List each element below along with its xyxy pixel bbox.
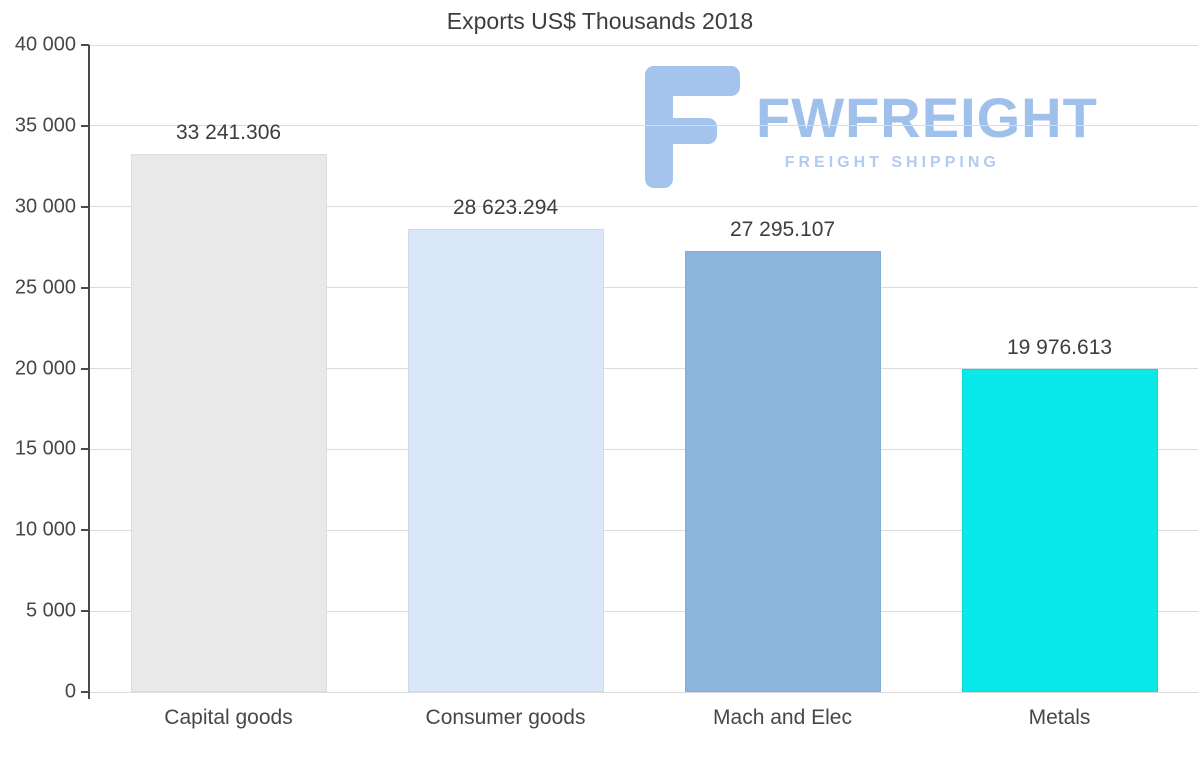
y-tick-mark [81,205,89,208]
gridline [90,448,1198,450]
y-tick-label: 15 000 [14,437,76,460]
y-tick-mark [81,691,89,693]
y-tick-mark [81,286,89,289]
bar [407,229,604,692]
bar-value-label: 28 623.294 [452,196,559,220]
y-tick-label: 30 000 [14,195,76,218]
x-category-label: Metals [1028,706,1091,729]
bar-value-label: 27 295.107 [729,217,836,241]
y-tick-label: 40 000 [14,33,76,56]
gridline [90,368,1198,369]
plot-area: 33 241.306 28 623.294 27 295.107 19 976.613 [90,44,1198,693]
bar-value-label: 19 976.613 [1006,335,1113,359]
fwfreight-logo-icon [645,66,740,193]
y-tick-mark [81,448,89,451]
brand-tagline: FREIGHT SHIPPING [784,154,1000,171]
brand-name: FWFREIGHT [756,86,1098,149]
y-tick-label: 10 000 [14,518,76,541]
watermark: FWFREIGHT FREIGHT SHIPPING [645,66,1098,193]
gridline [90,529,1198,531]
chart-title: Exports US$ Thousands 2018 [446,8,754,34]
y-tick-label: 0 [64,680,76,703]
gridline [90,610,1198,612]
x-category-label: Mach and Elec [713,706,852,729]
y-tick-mark [81,610,89,613]
gridline [90,44,1198,46]
y-tick-label: 20 000 [14,357,76,379]
y-tick-label: 25 000 [14,276,76,299]
y-tick-mark [81,44,89,46]
y-tick-label: 35 000 [14,114,76,137]
y-axis-line [88,45,90,699]
gridline [90,287,1198,289]
bar [130,154,327,692]
gridline [90,691,1198,693]
x-category-label: Capital goods [164,706,293,729]
gridline [90,206,1198,208]
logo-text: FWFREIGHT FREIGHT SHIPPING [756,66,1098,172]
y-tick-mark [81,529,89,532]
bar-value-label: 33 241.306 [175,121,282,145]
gridline [90,125,1198,127]
y-tick-mark [81,367,89,370]
y-tick-mark [81,124,89,127]
y-tick-label: 5 000 [25,599,76,622]
bar [961,368,1158,692]
x-category-label: Consumer goods [425,706,586,729]
bar [684,250,881,692]
